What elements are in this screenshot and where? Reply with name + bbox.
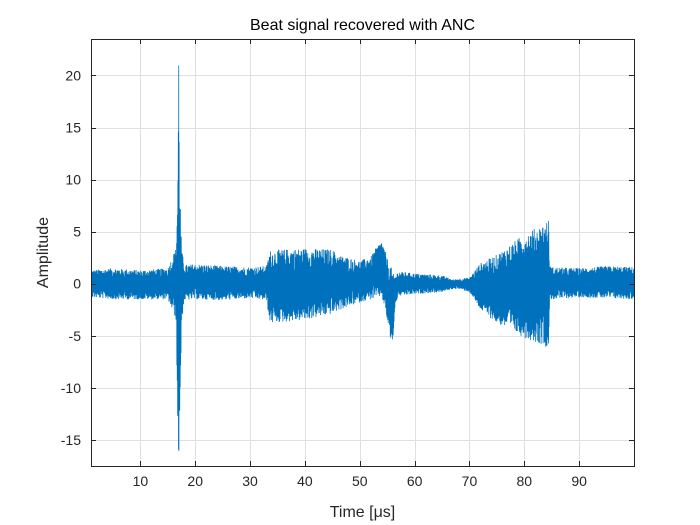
ticks: 10 20 30 40 50 60 70 80 90 -15 -10 -5 0 5 10 15 20	[61, 39, 634, 489]
x-tick-label: 90	[571, 473, 587, 489]
y-tick-label: 5	[73, 224, 81, 240]
axes-box	[91, 39, 635, 467]
x-tick-label: 60	[407, 473, 423, 489]
signal-trace	[91, 65, 634, 451]
x-tick-label: 70	[462, 473, 478, 489]
x-tick-label: 20	[187, 473, 203, 489]
plot-area	[91, 39, 634, 466]
x-tick-label: 80	[517, 473, 533, 489]
y-tick-label: -10	[61, 380, 81, 396]
x-tick-label: 50	[352, 473, 368, 489]
x-tick-label: 10	[133, 473, 149, 489]
x-axis-title: Time [μs]	[330, 504, 396, 521]
y-tick-label: -15	[61, 432, 81, 448]
chart-title: Beat signal recovered with ANC	[250, 17, 475, 34]
y-tick-label: 20	[65, 67, 81, 83]
y-tick-label: 15	[65, 120, 81, 136]
y-tick-label: 10	[65, 172, 81, 188]
y-tick-label: -5	[69, 328, 82, 344]
y-tick-label: 0	[73, 276, 81, 292]
series-layer	[91, 65, 634, 451]
y-axis-title: Amplitude	[35, 217, 52, 288]
x-tick-label: 30	[242, 473, 258, 489]
x-tick-label: 40	[297, 473, 313, 489]
